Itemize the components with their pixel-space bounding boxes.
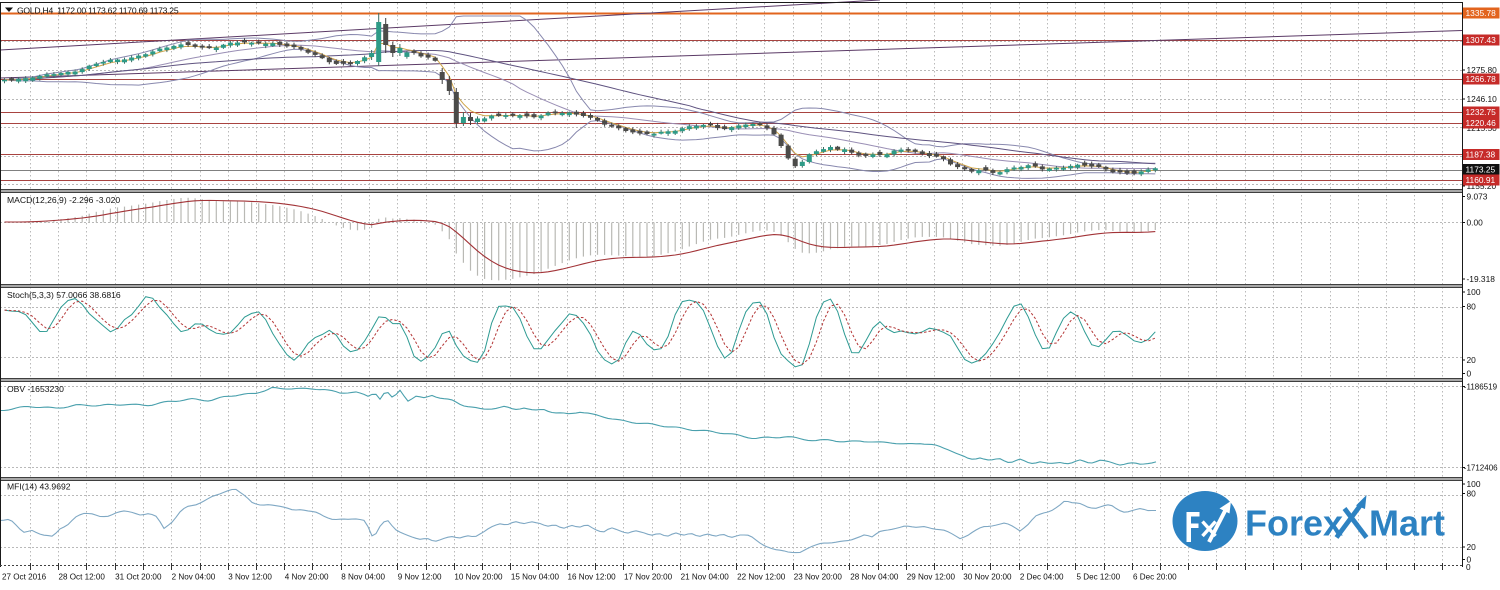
- svg-text:1160.91: 1160.91: [1466, 175, 1496, 185]
- svg-text:27 Oct 2016: 27 Oct 2016: [2, 573, 47, 582]
- svg-text:1335.78: 1335.78: [1466, 8, 1497, 18]
- svg-text:0: 0: [1466, 562, 1471, 572]
- svg-text:23 Nov 20:00: 23 Nov 20:00: [794, 573, 843, 582]
- svg-text:100: 100: [1467, 287, 1481, 297]
- svg-text:MACD(12,26,9) -2.296 -3.020: MACD(12,26,9) -2.296 -3.020: [7, 195, 120, 205]
- svg-text:1173.25: 1173.25: [1466, 165, 1496, 175]
- svg-text:1232.75: 1232.75: [1466, 107, 1497, 117]
- svg-text:17 Nov 20:00: 17 Nov 20:00: [624, 573, 673, 582]
- svg-text:GOLD,H4 1172.00 1173.62 1170.: GOLD,H4 1172.00 1173.62 1170.69 1173.25: [17, 6, 179, 16]
- svg-text:9 Nov 12:00: 9 Nov 12:00: [398, 573, 442, 582]
- svg-text:Mart: Mart: [1369, 503, 1445, 544]
- svg-text:21 Nov 04:00: 21 Nov 04:00: [681, 573, 730, 582]
- svg-text:9.073: 9.073: [1467, 192, 1488, 202]
- svg-text:15 Nov 04:00: 15 Nov 04:00: [511, 573, 560, 582]
- svg-text:1187.38: 1187.38: [1466, 150, 1496, 160]
- svg-text:16 Nov 12:00: 16 Nov 12:00: [568, 573, 617, 582]
- svg-text:1307.43: 1307.43: [1466, 35, 1497, 45]
- svg-text:2 Dec 04:00: 2 Dec 04:00: [1020, 573, 1064, 582]
- svg-text:30 Nov 20:00: 30 Nov 20:00: [963, 573, 1012, 582]
- svg-text:29 Nov 12:00: 29 Nov 12:00: [907, 573, 956, 582]
- svg-text:-19.318: -19.318: [1467, 274, 1496, 284]
- svg-text:5 Dec 12:00: 5 Dec 12:00: [1077, 573, 1121, 582]
- svg-text:Stoch(5,3,3) 57.0066 38.6816: Stoch(5,3,3) 57.0066 38.6816: [7, 290, 121, 300]
- svg-text:80: 80: [1467, 302, 1477, 312]
- svg-text:1246.10: 1246.10: [1467, 94, 1498, 104]
- svg-text:28 Nov 04:00: 28 Nov 04:00: [850, 573, 899, 582]
- svg-text:6 Dec 20:00: 6 Dec 20:00: [1133, 573, 1177, 582]
- svg-text:MFI(14) 43.9692: MFI(14) 43.9692: [7, 482, 71, 492]
- svg-text:0.00: 0.00: [1467, 218, 1484, 228]
- svg-text:0: 0: [1467, 555, 1472, 565]
- svg-text:8 Nov 04:00: 8 Nov 04:00: [341, 573, 385, 582]
- svg-text:3 Nov 12:00: 3 Nov 12:00: [228, 573, 272, 582]
- svg-text:31 Oct 20:00: 31 Oct 20:00: [115, 573, 162, 582]
- svg-text:4 Nov 20:00: 4 Nov 20:00: [285, 573, 329, 582]
- svg-text:1155.20: 1155.20: [1467, 181, 1497, 191]
- svg-text:80: 80: [1467, 489, 1477, 499]
- svg-text:1266.78: 1266.78: [1466, 74, 1497, 84]
- svg-text:1220.46: 1220.46: [1466, 118, 1497, 128]
- svg-text:Forex: Forex: [1245, 503, 1343, 544]
- svg-text:100: 100: [1467, 479, 1481, 489]
- svg-text:10 Nov 20:00: 10 Nov 20:00: [454, 573, 503, 582]
- svg-text:-1186519: -1186519: [1464, 383, 1498, 392]
- svg-text:28 Oct 12:00: 28 Oct 12:00: [59, 573, 106, 582]
- svg-text:20: 20: [1467, 355, 1477, 365]
- svg-text:2 Nov 04:00: 2 Nov 04:00: [172, 573, 216, 582]
- svg-text:OBV -1653230: OBV -1653230: [7, 384, 64, 394]
- svg-text:20: 20: [1467, 542, 1477, 552]
- svg-text:-1712406: -1712406: [1464, 464, 1498, 473]
- svg-text:0: 0: [1467, 369, 1472, 379]
- svg-text:1275.80: 1275.80: [1467, 65, 1498, 75]
- svg-text:22 Nov 12:00: 22 Nov 12:00: [737, 573, 786, 582]
